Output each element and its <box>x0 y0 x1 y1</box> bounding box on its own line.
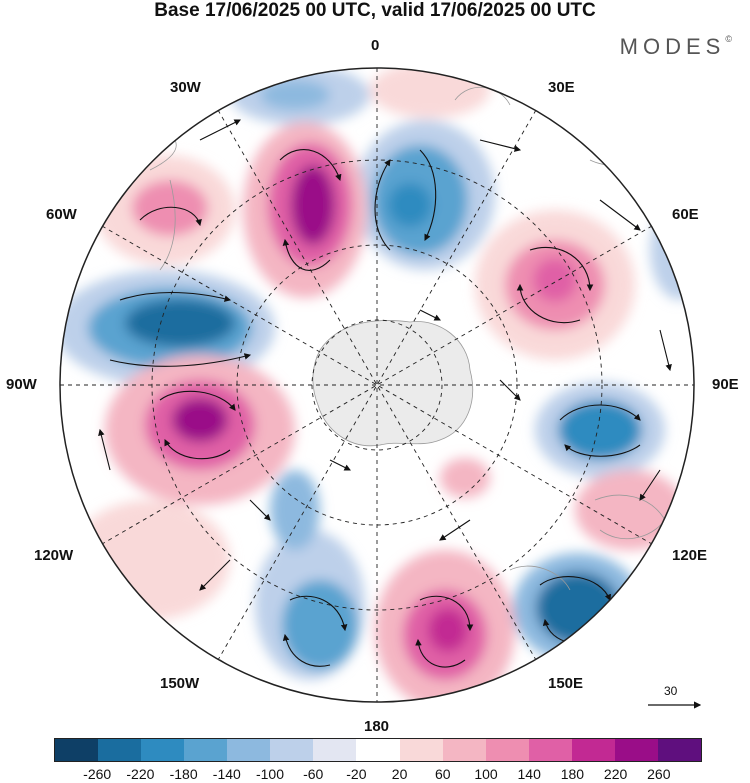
lon-label-120e: 120E <box>672 547 708 564</box>
colorbar-tick-label: -60 <box>303 766 324 782</box>
colorbar-swatch <box>399 739 443 761</box>
colorbar-tick-label: 260 <box>647 766 671 782</box>
colorbar-tick-label: 220 <box>603 766 628 782</box>
colorbar-swatch <box>227 739 271 761</box>
colorbar-tick-label: -100 <box>255 766 285 782</box>
colorbar-ticks: -260 -220 -180 -140 -100 -60 -20 20 60 100 140 180 2… <box>0 766 750 783</box>
lon-label-30e: 30E <box>548 79 575 96</box>
colorbar-swatch <box>571 739 615 761</box>
lon-label-150w: 150W <box>160 675 200 692</box>
colorbar-swatch <box>313 739 357 761</box>
colorbar-tick-label: -140 <box>212 766 241 782</box>
lon-label-90w: 90W <box>6 376 37 393</box>
colorbar <box>54 738 702 762</box>
colorbar-swatch <box>270 739 314 761</box>
lon-label-180: 180 <box>364 718 390 735</box>
reference-vector-label: 30 <box>664 684 678 698</box>
map-title: Base 17/06/2025 00 UTC, valid 17/06/2025… <box>154 0 596 21</box>
colorbar-swatch <box>485 739 529 761</box>
map-boundary <box>59 67 695 703</box>
colorbar-tick-label: -20 <box>346 766 367 782</box>
colorbar-tick-label: -180 <box>169 766 198 782</box>
colorbar-swatch <box>442 739 486 761</box>
brand-logo: MODES© <box>619 34 732 59</box>
colorbar-swatch <box>356 739 400 761</box>
colorbar-swatch <box>657 739 701 761</box>
colorbar-tick-label: -260 <box>83 766 112 782</box>
anomaly-field <box>60 68 694 702</box>
antarctica-landmass <box>312 320 474 447</box>
lon-label-60e: 60E <box>672 206 699 223</box>
graticule <box>60 68 694 702</box>
wind-vectors <box>98 119 672 691</box>
colorbar-swatch <box>184 739 228 761</box>
colorbar-tick-label: 140 <box>517 766 541 782</box>
colorbar-tick-label: 60 <box>435 766 451 782</box>
lon-label-120w: 120W <box>34 547 74 564</box>
colorbar-tick-label: 20 <box>391 766 408 782</box>
lon-label-0: 0 <box>371 37 380 54</box>
lon-label-90e: 90E <box>712 376 739 393</box>
colorbar-tick-label: -220 <box>126 766 155 782</box>
colorbar-swatch <box>528 739 572 761</box>
colorbar-swatch <box>98 739 142 761</box>
colorbar-tick-label: 100 <box>474 766 498 782</box>
colorbar-swatch <box>55 739 99 761</box>
colorbar-swatch <box>141 739 185 761</box>
colorbar-tick-label: 180 <box>560 766 585 782</box>
lon-label-150e: 150E <box>548 675 584 692</box>
lon-label-60w: 60W <box>46 206 77 223</box>
colorbar-swatch <box>614 739 658 761</box>
lon-label-30w: 30W <box>170 79 201 96</box>
